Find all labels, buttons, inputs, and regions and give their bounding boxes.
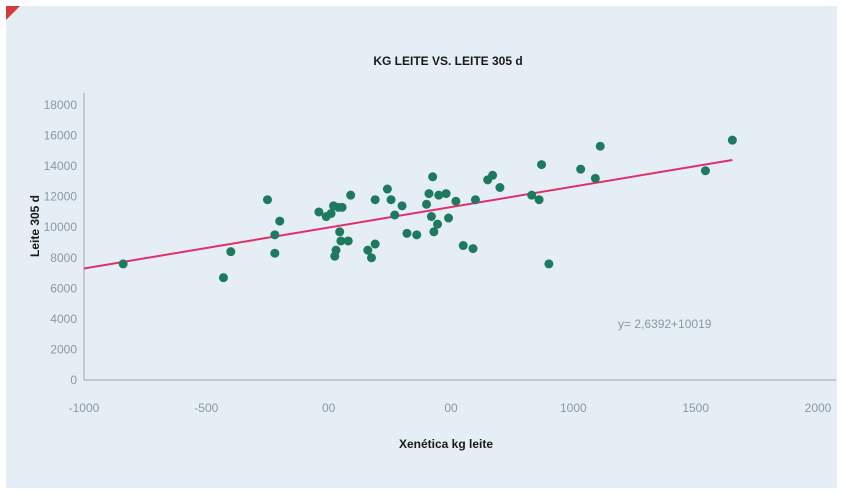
data-point (336, 236, 346, 246)
data-point (426, 212, 436, 222)
x-tick-label: -1000 (69, 401, 100, 415)
data-point (468, 244, 478, 254)
data-point (470, 195, 480, 205)
y-tick-label: 10000 (44, 220, 78, 234)
x-tick-label: 00 (444, 401, 458, 415)
x-tick-label: 2000 (805, 401, 832, 415)
data-point (337, 202, 347, 212)
data-point (118, 259, 128, 269)
data-point (428, 172, 438, 182)
data-point (534, 195, 544, 205)
data-point (433, 219, 443, 229)
data-point (270, 230, 280, 240)
x-tick-label: 00 (322, 401, 336, 415)
data-point (370, 195, 380, 205)
data-point (488, 170, 498, 180)
data-point (326, 208, 336, 218)
data-point (275, 216, 285, 226)
x-tick-label: 1500 (682, 401, 709, 415)
data-point (495, 183, 505, 192)
data-point (363, 245, 373, 255)
data-point (434, 190, 444, 200)
data-point (441, 189, 451, 199)
data-point (590, 173, 600, 183)
data-point (412, 230, 422, 240)
y-tick-label: 8000 (50, 251, 77, 265)
x-tick-label: -500 (194, 401, 218, 415)
y-tick-label: 4000 (50, 312, 77, 326)
data-point (544, 259, 554, 269)
data-point (366, 253, 376, 263)
y-tick-label: 12000 (44, 190, 78, 204)
y-tick-label: 16000 (44, 129, 78, 143)
y-tick-labels: 0 2000 4000 6000 8000 10000 12000 14000 16000 180… (44, 98, 78, 387)
data-point (331, 245, 341, 255)
data-point (451, 196, 461, 206)
data-point (444, 213, 454, 223)
y-tick-label: 0 (70, 373, 77, 387)
data-point (314, 207, 324, 217)
data-point (218, 273, 228, 283)
data-point (527, 190, 537, 200)
data-point (458, 241, 468, 251)
data-point (386, 195, 396, 205)
data-point (263, 195, 272, 205)
data-point (335, 227, 345, 237)
data-point (700, 166, 710, 176)
chart-panel (6, 6, 837, 488)
x-tick-label: 1000 (560, 401, 587, 415)
data-point (727, 135, 737, 145)
data-point (346, 190, 356, 200)
data-point (343, 236, 353, 246)
data-point (429, 227, 439, 237)
data-point (424, 189, 434, 199)
data-point (397, 201, 407, 211)
data-point (270, 248, 280, 258)
data-point (422, 199, 432, 209)
data-points (118, 135, 737, 283)
y-tick-label: 6000 (50, 281, 77, 295)
data-point (576, 164, 586, 174)
trendline-equation: y= 2,6392+10019 (618, 317, 712, 331)
y-tick-label: 18000 (44, 98, 78, 112)
data-point (226, 247, 236, 257)
x-tick-labels: -1000 -500 00 00 1000 1500 2000 (69, 401, 832, 415)
data-point (390, 210, 400, 220)
data-point (382, 184, 392, 194)
x-axis-label: Xenética kg leite (399, 437, 493, 451)
chart-title: KG LEITE VS. LEITE 305 d (373, 54, 522, 68)
data-point (537, 160, 547, 170)
trendline (83, 159, 733, 270)
data-point (370, 239, 380, 249)
y-axis-label: Leite 305 d (28, 195, 42, 257)
y-tick-label: 14000 (44, 159, 78, 173)
corner-flag (6, 6, 20, 20)
data-point (402, 228, 412, 238)
data-point (595, 141, 605, 151)
y-tick-label: 2000 (50, 342, 77, 356)
